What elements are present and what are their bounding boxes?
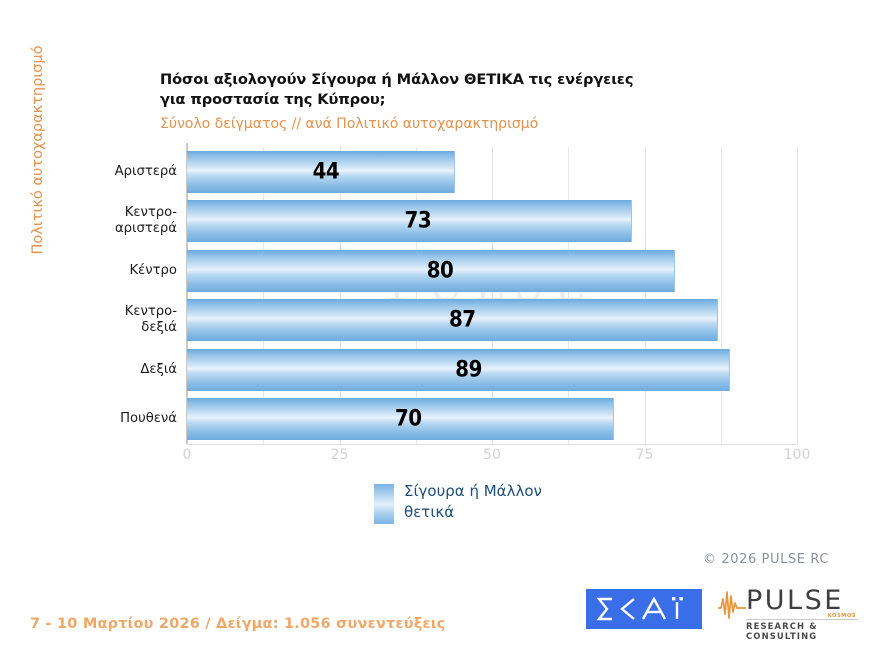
- page-subtitle: Σύνολο δείγματος // ανά Πολιτικό αυτοχαρ…: [160, 116, 539, 132]
- gridline: [263, 147, 265, 444]
- legend-label-line-2: θετικά: [404, 503, 455, 521]
- y-axis-title: Πολιτικό αυτοχαρακτηρισμό: [30, 45, 46, 255]
- legend-label-line-1: Σίγουρα ή Μάλλον: [404, 482, 542, 500]
- category-label-line: Πουθενά: [120, 411, 177, 427]
- page-title-line-1: Πόσοι αξιολογούν Σίγουρα ή Μάλλον ΘΕΤΙΚΑ…: [160, 71, 634, 88]
- y-axis-category-label: Πουθενά: [77, 411, 177, 427]
- category-label-line: Δεξιά: [140, 361, 177, 377]
- pulse-logo: PULSE KOSMOS RESEARCH & CONSULTING: [718, 585, 858, 641]
- bar[interactable]: [187, 348, 730, 391]
- pulse-wordmark: PULSE: [746, 585, 844, 616]
- category-label-line: Κεντρο-: [124, 205, 177, 221]
- logo-row: PULSE KOSMOS RESEARCH & CONSULTING: [586, 585, 858, 641]
- x-axis-tick-label: 100: [783, 447, 811, 463]
- y-axis-line: [186, 143, 188, 444]
- bar[interactable]: [187, 299, 718, 342]
- category-label-line: αριστερά: [114, 221, 177, 237]
- title-block: Πόσοι αξιολογούν Σίγουρα ή Μάλλον ΘΕΤΙΚΑ…: [160, 70, 720, 135]
- copyright-text: © 2026 PULSE RC: [703, 552, 830, 567]
- category-label-line: Αριστερά: [114, 163, 177, 179]
- gridline: [492, 147, 493, 444]
- skai-logo: [586, 589, 702, 629]
- x-axis-tick-labels: 0 25 50 75 100: [183, 447, 811, 469]
- category-label-line: Κέντρο: [129, 262, 177, 278]
- legend-swatch-icon: [374, 484, 394, 524]
- bar-value-label: 70: [395, 406, 422, 432]
- pulse-tagline: RESEARCH & CONSULTING: [746, 621, 818, 641]
- bar-row[interactable]: 70: [187, 398, 797, 441]
- gridline: [720, 147, 722, 444]
- bar-row[interactable]: 73: [187, 200, 797, 243]
- bar[interactable]: [187, 398, 614, 441]
- gridline: [339, 147, 341, 444]
- x-axis-tick-label: 50: [483, 447, 501, 463]
- y-axis-category-label: Κεντρο-δεξιά: [77, 304, 177, 336]
- bar-value-label: 73: [404, 208, 432, 234]
- category-label-line: δεξιά: [141, 320, 177, 336]
- pulse-waveform-icon: [718, 591, 746, 619]
- bar-value-label: 89: [455, 357, 482, 383]
- skai-logo-glyphs: [596, 596, 683, 621]
- bar[interactable]: [187, 249, 675, 292]
- legend-label: Σίγουρα ή Μάλλον θετικά: [404, 481, 542, 523]
- chart-plot-area: PULSE RESEARCH & CONSULTING 447380878970…: [115, 143, 810, 463]
- bar[interactable]: [187, 150, 456, 193]
- y-axis-category-label: Αριστερά: [77, 164, 177, 180]
- bar-row[interactable]: 89: [187, 348, 797, 391]
- chart-legend: Σίγουρα ή Μάλλον θετικά: [374, 481, 542, 524]
- bar-value-label: 80: [426, 258, 454, 284]
- gridline: [797, 147, 798, 444]
- bar-value-label: 44: [312, 159, 340, 185]
- x-axis-tick-label: 0: [182, 447, 192, 463]
- fieldwork-date-sample: 7 - 10 Μαρτίου 2026 / Δείγμα: 1.056 συνε…: [30, 616, 446, 632]
- gridline: [568, 147, 570, 444]
- bar-row[interactable]: 44: [187, 150, 797, 193]
- y-axis-category-label: Κέντρο: [77, 263, 177, 279]
- page-title-line-2: για προστασία της Κύπρου;: [160, 91, 386, 108]
- y-axis-category-label: Κεντρο-αριστερά: [77, 205, 177, 237]
- pulse-kosmos-text: KOSMOS: [827, 613, 856, 619]
- y-axis-category-labels: Αριστερά Κεντρο-αριστερά Κέντρο Κεντρο-δεξι…: [77, 147, 177, 444]
- bar-row[interactable]: 87: [187, 299, 797, 342]
- gridline: [415, 147, 417, 444]
- gridline: [644, 147, 646, 444]
- bar-row[interactable]: 80: [187, 249, 797, 292]
- bar[interactable]: [187, 200, 633, 243]
- pulse-divider: [746, 619, 858, 620]
- x-axis-line: [187, 444, 797, 445]
- bar-value-label: 87: [448, 307, 476, 333]
- x-axis-tick-label: 25: [330, 447, 349, 463]
- x-axis-tick-label: 75: [635, 447, 654, 463]
- y-axis-category-label: Δεξιά: [77, 362, 177, 378]
- category-label-line: Κεντρο-: [124, 304, 177, 320]
